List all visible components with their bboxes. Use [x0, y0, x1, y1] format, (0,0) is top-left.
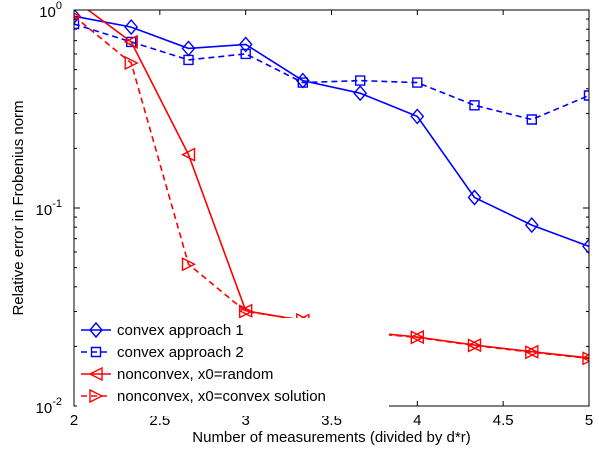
x-tick-label: 2.5: [149, 412, 170, 429]
data-point: [582, 238, 589, 255]
data-point: [240, 48, 251, 60]
data-point: [582, 351, 589, 366]
data-point: [524, 217, 539, 234]
legend-marker: [88, 366, 103, 382]
legend-item: nonconvex, x0=convex solution: [81, 388, 326, 405]
data-point: [238, 36, 253, 53]
data-point: [124, 55, 139, 71]
legend-marker: [90, 346, 102, 358]
y-tick-label: 10-2: [36, 396, 62, 417]
legend-label: convex approach 2: [117, 344, 244, 361]
x-tick-label: 2: [70, 412, 78, 429]
legend: convex approach 1 convex approach 2 noncon…: [77, 318, 389, 416]
y-tick-base: 10: [39, 4, 56, 21]
legend-marker: [89, 321, 103, 339]
legend-item: nonconvex, x0=random: [81, 366, 273, 383]
data-point: [583, 90, 589, 101]
x-axis-label: Number of measurements (divided by d*r): [192, 429, 470, 446]
data-point: [526, 114, 537, 125]
data-point: [469, 100, 480, 111]
data-point: [410, 330, 425, 345]
data-point: [297, 77, 308, 88]
legend-box: [77, 318, 389, 416]
legend-label: convex approach 1: [117, 322, 244, 339]
data-point: [238, 303, 253, 318]
legend-item: convex approach 2: [81, 344, 244, 361]
x-tick-label: 3: [241, 412, 249, 429]
series-line: [74, 15, 589, 248]
data-point: [123, 34, 138, 50]
legend-label: nonconvex, x0=convex solution: [117, 388, 326, 405]
y-tick-base: 10: [36, 400, 53, 417]
data-point: [180, 147, 196, 162]
series-line: [74, 23, 589, 121]
data-point: [467, 189, 482, 206]
y-tick-label: 10-1: [36, 198, 62, 219]
data-point: [410, 108, 425, 125]
legend-label: nonconvex, x0=random: [117, 366, 273, 383]
y-tick-label: 100: [39, 0, 62, 21]
data-point: [355, 75, 366, 86]
x-tick-label: 4.5: [493, 412, 514, 429]
data-point: [353, 85, 368, 102]
legend-item: convex approach 1: [81, 321, 244, 339]
data-point: [74, 10, 81, 25]
y-axis-label: Relative error in Frobenius norm: [10, 100, 27, 315]
data-point: [74, 18, 80, 30]
data-point: [124, 19, 139, 36]
x-tick-label: 5: [585, 412, 593, 429]
data-point: [525, 345, 540, 360]
y-tick-exponent: 0: [56, 0, 62, 12]
data-point: [238, 304, 254, 319]
x-tick-label: 3.5: [321, 412, 342, 429]
y-tick-exponent: -2: [52, 396, 62, 408]
data-point: [183, 54, 194, 66]
x-tick-label: 4: [413, 412, 421, 429]
data-point: [181, 257, 197, 272]
y-tick-base: 10: [36, 202, 53, 219]
data-point: [467, 338, 483, 353]
legend-marker: [89, 388, 104, 404]
data-point: [412, 77, 423, 88]
y-tick-exponent: -1: [52, 198, 62, 210]
